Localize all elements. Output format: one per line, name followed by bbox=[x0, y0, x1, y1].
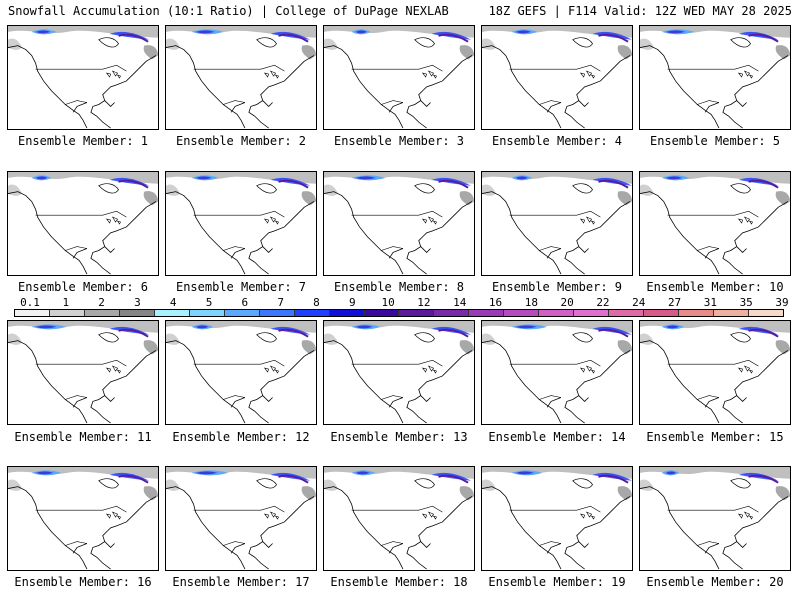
color-scale-tick-label: 1 bbox=[62, 296, 70, 309]
ensemble-member-map bbox=[639, 320, 791, 425]
color-scale-tick-label: 27 bbox=[667, 296, 682, 309]
ensemble-member-label: Ensemble Member: 13 bbox=[330, 430, 468, 444]
ensemble-member-map bbox=[639, 25, 791, 130]
ensemble-member-label: Ensemble Member: 8 bbox=[333, 280, 465, 294]
ensemble-member-label: Ensemble Member: 18 bbox=[330, 575, 468, 589]
color-scale-swatch bbox=[574, 310, 610, 316]
ensemble-member-label: Ensemble Member: 11 bbox=[14, 430, 152, 444]
model-run-info: 18Z GEFS | F114 Valid: 12Z WED MAY 28 20… bbox=[488, 4, 792, 18]
color-scale-tick-label: 14 bbox=[453, 296, 467, 309]
color-scale-swatch bbox=[644, 310, 680, 316]
ensemble-member-label: Ensemble Member: 7 bbox=[175, 280, 307, 294]
ensemble-member-map bbox=[165, 25, 317, 130]
ensemble-member-map bbox=[323, 320, 475, 425]
ensemble-member-map bbox=[481, 171, 633, 276]
color-scale-tick-label: 7 bbox=[277, 296, 284, 309]
color-scale-swatch bbox=[119, 310, 155, 316]
ensemble-member-map bbox=[7, 466, 159, 571]
ensemble-member-map bbox=[165, 320, 317, 425]
ensemble-member-label: Ensemble Member: 12 bbox=[172, 430, 310, 444]
ensemble-member-map bbox=[481, 320, 633, 425]
color-scale-swatch bbox=[539, 310, 575, 316]
ensemble-member-label: Ensemble Member: 2 bbox=[175, 134, 307, 148]
color-scale-tick-label: 24 bbox=[632, 296, 646, 309]
color-scale-tick-label: 39 bbox=[775, 296, 789, 309]
color-scale-swatch bbox=[15, 310, 50, 316]
ensemble-member-label: Ensemble Member: 17 bbox=[172, 575, 310, 589]
ensemble-member-label: Ensemble Member: 16 bbox=[14, 575, 152, 589]
color-scale-tick-label: 2 bbox=[98, 296, 105, 309]
ensemble-member-map bbox=[481, 466, 633, 571]
color-scale-swatch bbox=[49, 310, 85, 316]
color-scale-swatch bbox=[749, 310, 783, 316]
color-scale-tick-label: 0.1 bbox=[20, 296, 40, 309]
color-scale-tick-label: 3 bbox=[134, 296, 141, 309]
ensemble-member-label: Ensemble Member: 3 bbox=[333, 134, 465, 148]
ensemble-member-label: Ensemble Member: 20 bbox=[646, 575, 784, 589]
ensemble-member-map bbox=[323, 171, 475, 276]
color-scale-swatch bbox=[399, 310, 435, 316]
color-scale-swatch bbox=[189, 310, 225, 316]
color-scale-tick-label: 6 bbox=[241, 296, 249, 309]
color-scale-swatch bbox=[434, 310, 470, 316]
color-scale-tick-label: 31 bbox=[703, 296, 717, 309]
color-scale-swatch bbox=[364, 310, 400, 316]
color-scale-swatch bbox=[609, 310, 645, 316]
color-scale-swatch bbox=[469, 310, 505, 316]
color-scale-swatch bbox=[294, 310, 330, 316]
ensemble-member-map bbox=[7, 320, 159, 425]
ensemble-member-map bbox=[7, 171, 159, 276]
color-scale-swatch bbox=[259, 310, 295, 316]
snowfall-color-scale bbox=[14, 309, 784, 317]
ensemble-member-map bbox=[323, 466, 475, 571]
color-scale-swatch bbox=[224, 310, 260, 316]
color-scale-swatch bbox=[84, 310, 120, 316]
color-scale-tick-label: 22 bbox=[596, 296, 610, 309]
ensemble-member-map bbox=[165, 466, 317, 571]
ensemble-member-label: Ensemble Member: 4 bbox=[491, 134, 623, 148]
ensemble-member-map bbox=[639, 171, 791, 276]
color-scale-tick-label: 18 bbox=[524, 296, 538, 309]
ensemble-member-map bbox=[165, 171, 317, 276]
color-scale-swatch bbox=[714, 310, 750, 316]
color-scale-swatch bbox=[329, 310, 365, 316]
ensemble-member-label: Ensemble Member: 1 bbox=[17, 134, 149, 148]
map-title: Snowfall Accumulation (10:1 Ratio) | Col… bbox=[8, 4, 449, 18]
ensemble-member-label: Ensemble Member: 19 bbox=[488, 575, 626, 589]
color-scale-tick-label: 4 bbox=[169, 296, 177, 309]
ensemble-member-label: Ensemble Member: 6 bbox=[17, 280, 149, 294]
color-scale-tick-label: 8 bbox=[313, 296, 320, 309]
ensemble-member-map bbox=[639, 466, 791, 571]
color-scale-tick-label: 35 bbox=[739, 296, 753, 309]
ensemble-member-label: Ensemble Member: 5 bbox=[649, 134, 781, 148]
ensemble-member-label: Ensemble Member: 15 bbox=[646, 430, 784, 444]
color-scale-swatch bbox=[154, 310, 190, 316]
color-scale-swatch bbox=[504, 310, 540, 316]
color-scale-tick-label: 10 bbox=[381, 296, 395, 309]
ensemble-member-map bbox=[481, 25, 633, 130]
ensemble-member-map bbox=[323, 25, 475, 130]
color-scale-tick-label: 5 bbox=[205, 296, 213, 309]
color-scale-tick-label: 9 bbox=[348, 296, 356, 309]
ensemble-member-label: Ensemble Member: 9 bbox=[491, 280, 623, 294]
ensemble-member-label: Ensemble Member: 14 bbox=[488, 430, 626, 444]
color-scale-swatch bbox=[679, 310, 715, 316]
ensemble-member-label: Ensemble Member: 10 bbox=[646, 280, 784, 294]
ensemble-member-map bbox=[7, 25, 159, 130]
color-scale-tick-label: 20 bbox=[560, 296, 574, 309]
color-scale-tick-label: 16 bbox=[488, 296, 503, 309]
color-scale-tick-label: 12 bbox=[417, 296, 431, 309]
